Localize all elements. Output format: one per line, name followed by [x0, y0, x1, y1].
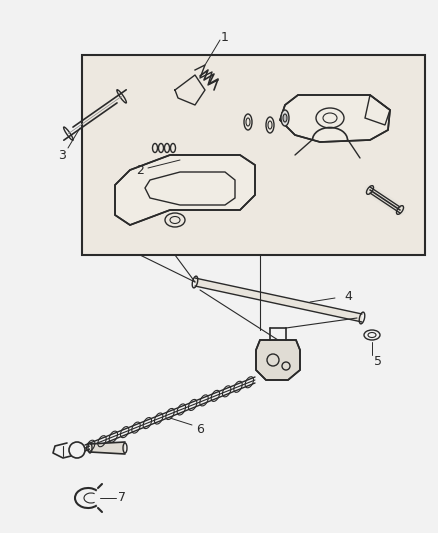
Text: 7: 7	[118, 491, 126, 505]
Polygon shape	[82, 55, 424, 255]
Polygon shape	[255, 340, 299, 380]
Text: 5: 5	[373, 356, 381, 368]
Ellipse shape	[283, 114, 286, 122]
Text: 4: 4	[343, 289, 351, 303]
Text: 2: 2	[136, 164, 144, 176]
Ellipse shape	[280, 110, 288, 126]
Polygon shape	[279, 95, 389, 142]
Polygon shape	[115, 155, 254, 225]
Text: 6: 6	[196, 424, 204, 437]
Text: 1: 1	[221, 30, 228, 44]
Polygon shape	[90, 442, 125, 454]
Polygon shape	[194, 278, 361, 322]
Text: 3: 3	[58, 149, 66, 161]
